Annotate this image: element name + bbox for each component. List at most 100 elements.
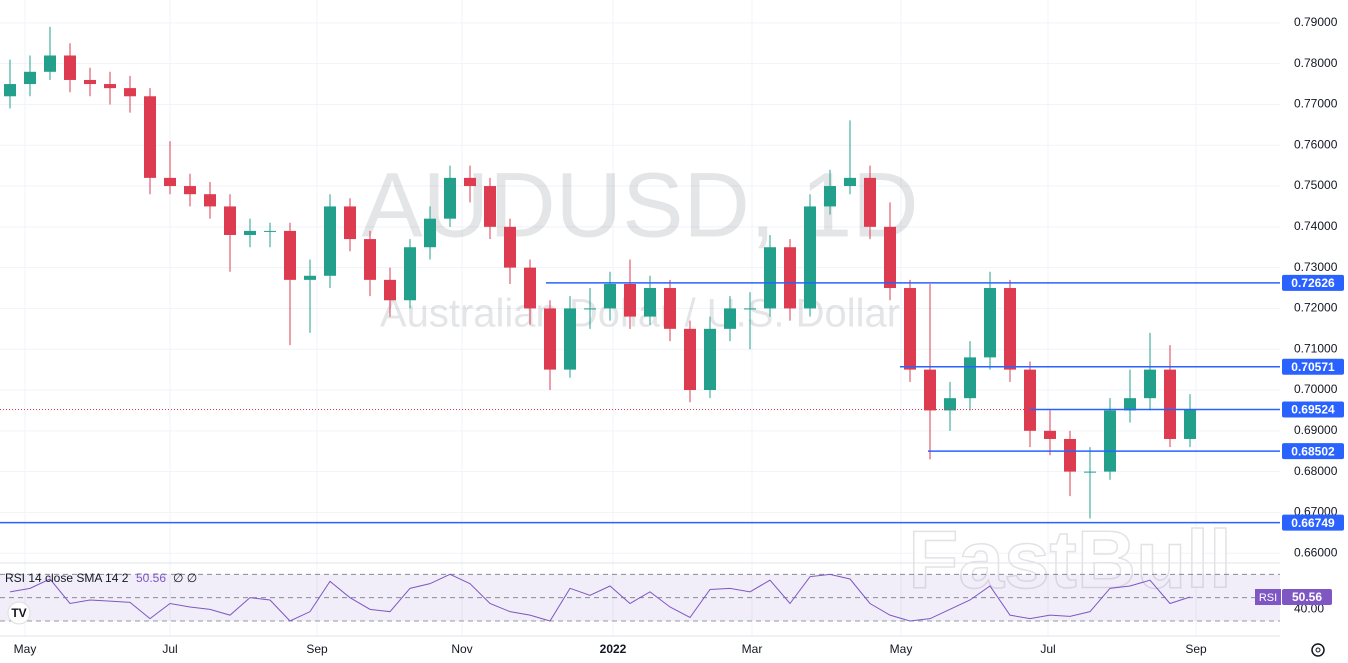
rsi-line [9, 573, 1191, 622]
tv-logo[interactable]: TV [7, 601, 31, 625]
candle-body [924, 369, 936, 411]
candle-body [1024, 369, 1036, 431]
candle-body [584, 308, 596, 310]
y-tick-label: 0.68000 [1294, 464, 1338, 478]
candle-body [684, 328, 696, 391]
candle-body [644, 288, 656, 317]
axes: 0.79000 0.78000 0.77000 0.76000 0.75000 0.740… [14, 15, 1344, 656]
candle-body [104, 84, 116, 89]
candle-body [204, 194, 216, 207]
candle-body [864, 177, 876, 227]
candle-body [604, 283, 616, 309]
y-tick-label: 0.71000 [1294, 341, 1338, 355]
candle-body [1104, 410, 1116, 472]
candle-body [4, 84, 16, 97]
candle-body [344, 206, 356, 240]
level-badge [1282, 401, 1344, 418]
candle-body [424, 218, 436, 248]
brand-watermark: FastBull [908, 515, 1231, 606]
candle-body [1004, 288, 1016, 370]
candle-body [904, 288, 916, 370]
candle-body [1084, 471, 1096, 473]
candle-body [624, 283, 636, 317]
candle-body [1184, 409, 1196, 439]
x-tick-label: May [890, 642, 913, 656]
x-tick-label: 2022 [600, 642, 627, 656]
x-tick-label: May [14, 642, 37, 656]
gear-center[interactable] [1315, 647, 1321, 653]
x-tick-label: Sep [306, 642, 328, 656]
candle-body [24, 71, 36, 85]
settings-icon[interactable] [1311, 643, 1325, 657]
candle-body [564, 308, 576, 370]
plot [0, 26, 1280, 524]
candle-body [84, 79, 96, 85]
y-tick-label: 0.73000 [1294, 260, 1338, 274]
candle-body [364, 239, 376, 280]
y-tick-label: 0.76000 [1294, 137, 1338, 151]
y-tick-label: 0.79000 [1294, 15, 1338, 29]
level-badge [1282, 274, 1344, 291]
candle-body [544, 308, 556, 370]
candle-body [304, 275, 316, 280]
level-label: 0.69524 [1291, 403, 1335, 417]
candle-body [744, 308, 756, 310]
y-tick-label: 0.72000 [1294, 301, 1338, 315]
candle-body [484, 186, 496, 227]
candle-body [224, 206, 236, 235]
rsi-badge: RSI [1259, 592, 1277, 604]
y-tick-label: 0.78000 [1294, 56, 1338, 70]
logo-badge[interactable] [7, 601, 31, 625]
y-tick-label: 0.69000 [1294, 423, 1338, 437]
candle-body [404, 247, 416, 301]
x-tick-label: Sep [1185, 642, 1207, 656]
candle-body [44, 55, 56, 72]
candle-body [1164, 369, 1176, 439]
candle-body [124, 88, 136, 97]
candle-body [1044, 430, 1056, 439]
rsi-value-label: 50.56 [1292, 590, 1322, 604]
candle-body [764, 247, 776, 309]
x-tick-label: Nov [451, 642, 472, 656]
candle-body [284, 230, 296, 280]
level-badge [1282, 443, 1344, 460]
price-axis [1280, 0, 1348, 663]
candle-body [324, 206, 336, 276]
candle-body [724, 308, 736, 329]
logo-glyph[interactable]: TV [11, 606, 26, 620]
rsi-value-bg [1282, 589, 1332, 606]
candle-body [1144, 369, 1156, 399]
rsi-legend: RSI 14 close SMA 14 2 [5, 571, 129, 585]
y-tick-label: 0.70000 [1294, 382, 1338, 396]
candle-body [964, 357, 976, 399]
candle-body [524, 267, 536, 309]
y-tick-label: 0.75000 [1294, 178, 1338, 192]
rsi-legend-extra: ∅ ∅ [173, 571, 197, 585]
candle-body [704, 328, 716, 391]
x-tick-label: Mar [742, 642, 763, 656]
candle-body [64, 55, 76, 80]
level-label: 0.70571 [1291, 360, 1335, 374]
candle-body [444, 177, 456, 219]
candle-body [824, 186, 836, 207]
level-badge [1282, 514, 1344, 531]
gear[interactable] [1311, 643, 1325, 657]
rsi-badge-bg [1255, 589, 1281, 606]
x-tick-label: Jul [1040, 642, 1055, 656]
candle-body [1124, 398, 1136, 411]
candle-body [384, 279, 396, 301]
candle-body [784, 247, 796, 309]
candle-body [884, 226, 896, 289]
rsi-legend-value: 50.56 [136, 571, 166, 585]
level-label: 0.68502 [1291, 444, 1335, 458]
y-tick-label: 0.74000 [1294, 219, 1338, 233]
x-tick-label: Jul [162, 642, 177, 656]
description-watermark: Australian Dollar / U.S. Dollar [380, 292, 900, 336]
candle-body [464, 177, 476, 187]
candle-body [264, 230, 276, 232]
candle-body [804, 206, 816, 309]
level-badge [1282, 358, 1344, 375]
level-label: 0.66749 [1291, 516, 1335, 530]
